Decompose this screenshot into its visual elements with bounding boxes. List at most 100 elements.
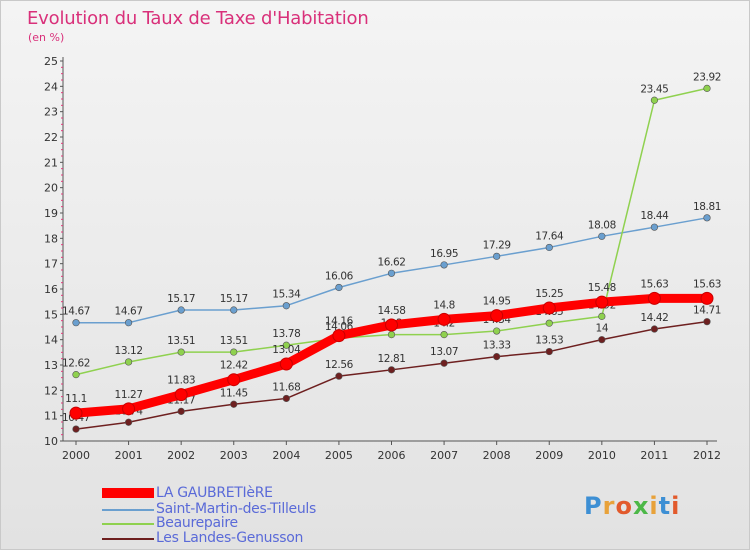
y-tick-label: 20 bbox=[44, 182, 58, 195]
x-tick-label: 2002 bbox=[167, 449, 195, 462]
data-label: 11.83 bbox=[167, 375, 195, 387]
legend-label: LA GAUBRETIèRE bbox=[156, 485, 273, 501]
data-point bbox=[227, 373, 241, 387]
data-point bbox=[385, 318, 398, 332]
data-label: 14.16 bbox=[325, 316, 354, 328]
data-point bbox=[440, 331, 448, 339]
data-point bbox=[440, 261, 448, 269]
data-point bbox=[650, 223, 659, 231]
x-tick-label: 2003 bbox=[220, 449, 248, 462]
data-label: 15.48 bbox=[588, 282, 616, 294]
data-label: 11.68 bbox=[272, 381, 300, 393]
data-point bbox=[493, 327, 501, 335]
data-point bbox=[230, 348, 238, 356]
data-label: 11.27 bbox=[115, 389, 143, 401]
data-point bbox=[493, 353, 501, 361]
x-tick-label: 2010 bbox=[588, 449, 616, 462]
y-tick-label: 15 bbox=[44, 308, 58, 321]
data-point bbox=[124, 418, 133, 426]
data-point bbox=[230, 400, 238, 408]
legend-item-saint-martin-des-tilleuls[interactable]: Saint-Martin-des-Tilleuls bbox=[102, 501, 362, 518]
legend-item-les-landes-genusson[interactable]: Les Landes-Genusson bbox=[102, 530, 362, 547]
y-tick-label: 14 bbox=[44, 334, 58, 347]
data-label: 14.71 bbox=[693, 305, 721, 317]
y-tick-label: 24 bbox=[44, 80, 58, 93]
data-label: 13.51 bbox=[167, 335, 195, 347]
data-point bbox=[72, 425, 80, 433]
logo-letter: t bbox=[658, 492, 672, 520]
legend-swatch bbox=[102, 523, 154, 525]
data-label: 14 bbox=[596, 323, 609, 335]
data-point bbox=[174, 388, 188, 402]
logo-letter: P bbox=[584, 492, 603, 520]
data-point bbox=[598, 232, 606, 240]
data-label: 14.42 bbox=[640, 312, 668, 324]
x-tick-label: 2005 bbox=[325, 449, 353, 462]
data-point bbox=[72, 371, 80, 379]
data-point bbox=[282, 341, 290, 349]
chart-title: Evolution du Taux de Taxe d'Habitation bbox=[27, 8, 369, 29]
data-label: 13.51 bbox=[220, 335, 248, 347]
data-point bbox=[440, 359, 448, 367]
x-tick-label: 2009 bbox=[535, 449, 563, 462]
data-label: 12.56 bbox=[325, 359, 354, 371]
data-point bbox=[595, 295, 609, 309]
data-point bbox=[69, 406, 83, 420]
data-label: 14.67 bbox=[62, 306, 90, 318]
data-label: 17.64 bbox=[535, 230, 564, 242]
data-label: 13.78 bbox=[272, 328, 300, 340]
data-label: 13.33 bbox=[483, 340, 511, 352]
data-label: 15.25 bbox=[535, 288, 563, 300]
x-tick-label: 2011 bbox=[640, 449, 668, 462]
data-point bbox=[279, 357, 293, 371]
y-tick-label: 22 bbox=[44, 131, 58, 144]
data-label: 11.45 bbox=[220, 387, 248, 399]
data-label: 13.07 bbox=[430, 346, 458, 358]
data-point bbox=[703, 84, 711, 92]
data-label: 14.58 bbox=[377, 305, 405, 317]
data-label: 14.8 bbox=[433, 299, 455, 311]
legend-swatch bbox=[102, 538, 154, 540]
data-label: 16.06 bbox=[325, 270, 354, 282]
data-label: 15.63 bbox=[693, 278, 721, 290]
data-point bbox=[490, 309, 504, 323]
logo-letter: x bbox=[632, 492, 650, 520]
data-point bbox=[332, 329, 346, 343]
data-point bbox=[177, 306, 185, 314]
legend-item-beaurepaire[interactable]: Beaurepaire bbox=[102, 515, 362, 532]
x-tick-label: 2006 bbox=[378, 449, 406, 462]
data-point bbox=[335, 372, 343, 380]
data-label: 12.42 bbox=[220, 360, 248, 372]
y-tick-label: 10 bbox=[44, 435, 58, 448]
data-point bbox=[124, 319, 133, 327]
data-point bbox=[493, 252, 501, 260]
legend-swatch bbox=[102, 509, 154, 511]
data-point bbox=[650, 325, 659, 333]
y-tick-label: 12 bbox=[44, 384, 58, 397]
data-point bbox=[387, 366, 396, 374]
data-point bbox=[387, 331, 396, 339]
data-point bbox=[598, 312, 606, 320]
data-point bbox=[282, 394, 290, 403]
data-label: 11.1 bbox=[65, 393, 87, 405]
data-label: 15.17 bbox=[167, 293, 195, 305]
legend-label: Les Landes-Genusson bbox=[156, 530, 304, 546]
x-tick-label: 2004 bbox=[272, 449, 300, 462]
y-tick-label: 21 bbox=[44, 156, 58, 169]
x-tick-label: 2007 bbox=[430, 449, 458, 462]
data-point bbox=[122, 402, 136, 416]
y-tick-label: 23 bbox=[44, 106, 58, 119]
data-point bbox=[545, 319, 553, 327]
data-point bbox=[542, 301, 556, 315]
data-point bbox=[545, 347, 553, 356]
data-point bbox=[437, 312, 451, 326]
chart-unit-label: (en %) bbox=[28, 31, 65, 44]
data-point bbox=[282, 302, 290, 310]
x-tick-label: 2008 bbox=[483, 449, 511, 462]
data-label: 14.95 bbox=[483, 296, 511, 308]
legend-swatch bbox=[102, 488, 154, 498]
legend-item-la-gaubretiere[interactable]: LA GAUBRETIèRE bbox=[102, 485, 362, 502]
proxiti-logo[interactable]: Proxiti bbox=[584, 492, 680, 520]
y-tick-label: 25 bbox=[44, 55, 58, 68]
